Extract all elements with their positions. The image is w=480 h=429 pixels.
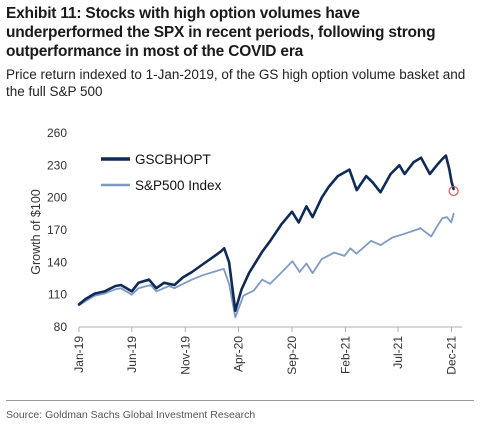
y-tick-label-6: 260 [47,126,67,140]
y-tick-label-2: 140 [47,255,67,269]
x-tick-label-2: Nov-19 [178,336,192,375]
series-lines [77,154,459,319]
x-axis: Jan-19 Jun-19 Nov-19 Apr-20 Sep-20 Feb-21 Jul-… [72,326,462,375]
legend-label-sp500: S&P500 Index [135,178,222,193]
source-note: Source: Goldman Sachs Global Investment … [6,409,256,421]
chart-subtitle: Price return indexed to 1-Jan-2019, of t… [6,67,466,99]
x-tick-label-4: Sep-20 [285,336,299,375]
y-tick-label-5: 230 [47,158,67,172]
y-tick-label-0: 80 [54,320,68,334]
legend: GSCBHOPT S&P500 Index [101,152,222,193]
y-tick-label-1: 110 [48,288,67,302]
y-tick-label-3: 170 [47,223,67,237]
x-tick-label-1: Jun-19 [125,336,139,373]
series-line-gscbhopt [77,154,455,313]
x-tick-label-0: Jan-19 [72,336,86,373]
y-tick-label-4: 200 [47,191,67,205]
y-axis-ticks: 80 110 140 170 200 230 260 [47,126,67,334]
series-line-sp500 [78,212,455,319]
x-tick-label-3: Apr-20 [231,336,245,372]
x-tick-label-6: Jul-21 [391,336,405,369]
x-tick-label-5: Feb-21 [339,336,353,374]
line-chart: 80 110 140 170 200 230 260 Jan-19 Jun-19 Nov-19 A… [29,126,462,375]
legend-label-gscbhopt: GSCBHOPT [135,152,211,167]
x-tick-label-7: Dec-21 [445,336,459,375]
chart-title: Exhibit 11: Stocks with high option volu… [6,5,436,60]
end-point-marker [448,185,459,197]
y-axis-label: Growth of $100 [29,189,43,275]
footer-divider [6,400,474,401]
